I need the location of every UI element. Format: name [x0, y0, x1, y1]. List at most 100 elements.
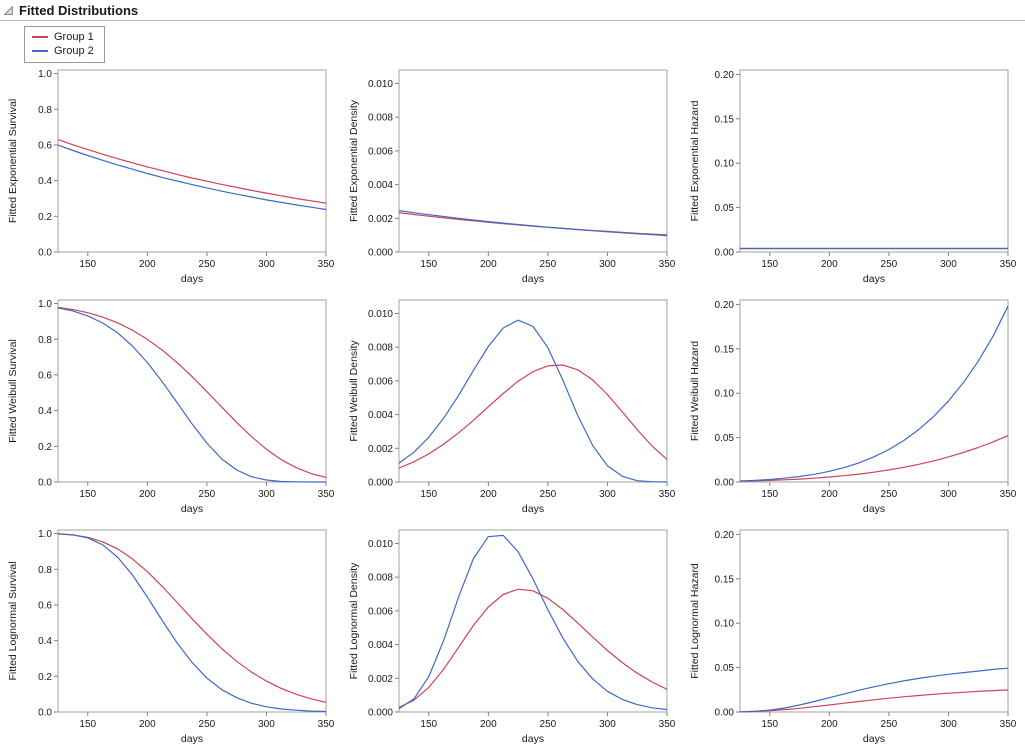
legend: Group 1 Group 2	[24, 26, 105, 63]
curve-group-1-weibull-density[interactable]	[398, 364, 668, 469]
plot-frame[interactable]	[398, 529, 668, 713]
x-tick-label: 300	[940, 259, 957, 270]
y-tick-label: 0.2	[38, 672, 52, 683]
chart-cell-exponential-hazard: Fitted Exponential Hazard 0.00 0.05 0.10 0.1…	[684, 66, 1025, 290]
x-axis-title: days	[522, 733, 544, 745]
x-tick-label: 250	[199, 719, 216, 730]
x-tick-label: 150	[420, 719, 437, 730]
curve-group-2-lognormal-density[interactable]	[398, 534, 668, 711]
curve-group-2-weibull-survival[interactable]	[57, 307, 326, 483]
curve-group-2-lognormal-survival[interactable]	[57, 533, 327, 713]
curve-group-2-weibull-density[interactable]	[398, 319, 668, 483]
x-tick-label: 150	[761, 489, 778, 500]
x-axis-title: days	[181, 503, 203, 515]
plot-lognormal-hazard[interactable]: Fitted Lognormal Hazard 0.00 0.05 0.10 0.15 0…	[684, 526, 1022, 750]
plot-exponential-hazard[interactable]: Fitted Exponential Hazard 0.00 0.05 0.10 0.1…	[684, 66, 1022, 290]
y-tick-label: 0.000	[368, 708, 393, 719]
plot-frame[interactable]	[739, 529, 1009, 713]
legend-line-swatch-group1	[32, 36, 48, 38]
x-tick-label: 300	[258, 719, 275, 730]
x-tick-label: 350	[659, 489, 676, 500]
y-tick-label: 0.004	[368, 180, 393, 191]
y-axis-title: Fitted Weibull Hazard	[689, 341, 701, 441]
curve-group-1-weibull-hazard[interactable]	[739, 435, 1009, 482]
chart-cell-exponential-survival: Fitted Exponential Survival 0.0 0.2 0.4 0.6 0…	[2, 66, 343, 290]
plot-weibull-density[interactable]: Fitted Weibull Density 0.000 0.002 0.004 0.0…	[343, 296, 681, 520]
x-tick-label: 250	[199, 259, 216, 270]
plot-lognormal-survival[interactable]: Fitted Lognormal Survival 0.0 0.2 0.4 0.6 0.8…	[2, 526, 340, 750]
y-axis-title: Fitted Lognormal Survival	[7, 561, 19, 680]
plot-exponential-density[interactable]: Fitted Exponential Density 0.000 0.002 0.00…	[343, 66, 681, 290]
y-tick-label: 0.006	[368, 376, 393, 387]
y-tick-label: 0.15	[715, 574, 735, 585]
y-tick-label: 1.0	[38, 69, 52, 80]
report-title: Fitted Distributions	[19, 3, 139, 18]
plot-weibull-hazard[interactable]: Fitted Weibull Hazard 0.00 0.05 0.10 0.15 0.2…	[684, 296, 1022, 520]
x-tick-label: 250	[881, 489, 898, 500]
y-tick-label: 0.010	[368, 309, 393, 320]
x-tick-label: 250	[881, 719, 898, 730]
curve-group-1-lognormal-density[interactable]	[398, 588, 668, 708]
legend-line-swatch-group2	[32, 50, 48, 52]
plot-frame[interactable]	[739, 299, 1009, 483]
curve-group-1-lognormal-survival[interactable]	[57, 533, 327, 703]
curve-group-2-weibull-hazard[interactable]	[739, 305, 1009, 482]
y-tick-label: 0.0	[38, 478, 52, 489]
y-tick-label: 0.006	[368, 146, 393, 157]
x-tick-label: 200	[139, 489, 156, 500]
y-tick-label: 0.00	[715, 248, 735, 259]
legend-item-group1[interactable]: Group 1	[32, 30, 94, 44]
plot-frame[interactable]	[57, 299, 327, 483]
plot-frame[interactable]	[57, 529, 327, 713]
plot-exponential-survival[interactable]: Fitted Exponential Survival 0.0 0.2 0.4 0.6 0…	[2, 66, 340, 290]
x-tick-label: 250	[881, 259, 898, 270]
x-tick-label: 250	[540, 489, 557, 500]
y-tick-label: 0.6	[38, 140, 52, 151]
plot-frame[interactable]	[57, 69, 327, 253]
y-tick-label: 0.6	[38, 600, 52, 611]
x-tick-label: 350	[659, 719, 676, 730]
x-axis-title: days	[181, 273, 203, 285]
curve-group-1-lognormal-hazard[interactable]	[739, 689, 1009, 713]
y-tick-label: 0.6	[38, 370, 52, 381]
y-tick-label: 0.05	[715, 663, 735, 674]
x-tick-label: 250	[540, 259, 557, 270]
x-tick-label: 350	[1000, 489, 1017, 500]
x-tick-label: 150	[79, 719, 96, 730]
y-tick-label: 0.000	[368, 248, 393, 259]
plot-lognormal-density[interactable]: Fitted Lognormal Density 0.000 0.002 0.004 0…	[343, 526, 681, 750]
x-tick-label: 150	[79, 489, 96, 500]
y-tick-label: 1.0	[38, 299, 52, 310]
curve-group-1-weibull-survival[interactable]	[57, 306, 327, 478]
y-tick-label: 0.00	[715, 478, 735, 489]
curve-group-1-exponential-survival[interactable]	[57, 139, 327, 204]
y-tick-label: 0.006	[368, 606, 393, 617]
y-tick-label: 0.2	[38, 442, 52, 453]
x-tick-label: 200	[139, 719, 156, 730]
x-tick-label: 350	[318, 259, 335, 270]
curve-group-2-lognormal-hazard[interactable]	[739, 667, 1009, 713]
disclosure-triangle-icon[interactable]	[3, 5, 14, 16]
y-tick-label: 0.10	[715, 389, 735, 400]
x-axis-title: days	[863, 503, 885, 515]
legend-item-group2[interactable]: Group 2	[32, 44, 94, 58]
y-tick-label: 0.002	[368, 444, 393, 455]
plot-weibull-survival[interactable]: Fitted Weibull Survival 0.0 0.2 0.4 0.6 0.8 1.…	[2, 296, 340, 520]
x-axis-title: days	[863, 733, 885, 745]
y-tick-label: 0.010	[368, 79, 393, 90]
y-axis-title: Fitted Weibull Density	[348, 340, 360, 442]
curve-group-2-exponential-survival[interactable]	[57, 144, 327, 211]
plot-frame[interactable]	[739, 69, 1009, 253]
chart-cell-weibull-survival: Fitted Weibull Survival 0.0 0.2 0.4 0.6 0.8 1.…	[2, 296, 343, 520]
plot-frame[interactable]	[398, 299, 668, 483]
x-tick-label: 150	[761, 719, 778, 730]
x-tick-label: 350	[318, 719, 335, 730]
y-tick-label: 0.4	[38, 406, 52, 417]
plot-frame[interactable]	[398, 69, 668, 253]
chart-cell-exponential-density: Fitted Exponential Density 0.000 0.002 0.00…	[343, 66, 684, 290]
y-tick-label: 0.15	[715, 114, 735, 125]
chart-cell-lognormal-density: Fitted Lognormal Density 0.000 0.002 0.004 0…	[343, 526, 684, 750]
curve-group-2-exponential-density[interactable]	[398, 210, 668, 237]
x-tick-label: 200	[821, 259, 838, 270]
